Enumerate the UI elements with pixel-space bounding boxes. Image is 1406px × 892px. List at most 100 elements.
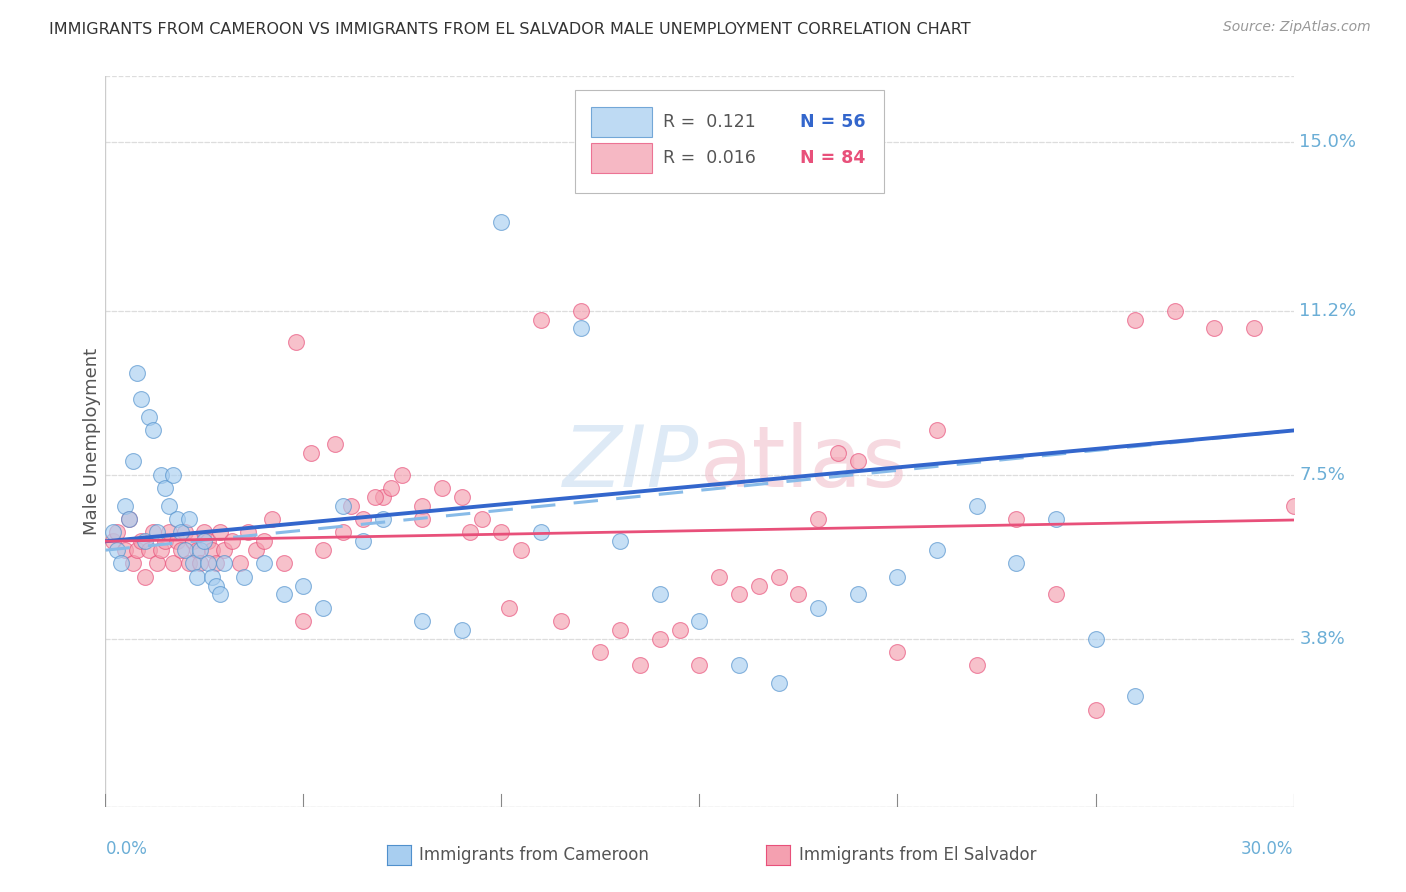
Immigrants from Cameroon [122, 454, 145, 468]
Immigrants from El Salvador [927, 424, 949, 438]
Immigrants from El Salvador [129, 534, 152, 549]
Immigrants from El Salvador [609, 623, 631, 637]
Immigrants from Cameroon [927, 543, 949, 558]
Immigrants from El Salvador [142, 525, 165, 540]
Text: Immigrants from Cameroon: Immigrants from Cameroon [419, 846, 648, 864]
Text: 30.0%: 30.0% [1241, 840, 1294, 858]
Immigrants from El Salvador [205, 557, 228, 571]
Immigrants from Cameroon [273, 587, 295, 601]
Immigrants from Cameroon [332, 499, 354, 513]
Immigrants from Cameroon [1045, 512, 1067, 526]
Immigrants from Cameroon [201, 570, 224, 584]
Immigrants from El Salvador [332, 525, 354, 540]
Immigrants from El Salvador [1084, 703, 1107, 717]
Immigrants from Cameroon [352, 534, 374, 549]
Immigrants from Cameroon [177, 512, 200, 526]
Immigrants from Cameroon [491, 215, 513, 229]
Immigrants from Cameroon [190, 543, 212, 558]
Immigrants from Cameroon [768, 676, 790, 690]
Immigrants from El Salvador [162, 557, 184, 571]
Immigrants from El Salvador [236, 525, 259, 540]
Immigrants from Cameroon [157, 499, 180, 513]
Immigrants from El Salvador [1123, 312, 1146, 326]
Immigrants from El Salvador [510, 543, 533, 558]
Immigrants from El Salvador [498, 600, 520, 615]
Immigrants from El Salvador [491, 525, 513, 540]
Immigrants from El Salvador [190, 557, 212, 571]
Immigrants from El Salvador [105, 525, 128, 540]
Text: N = 56: N = 56 [800, 113, 866, 131]
Immigrants from El Salvador [550, 614, 572, 628]
Text: 11.2%: 11.2% [1299, 301, 1357, 319]
Immigrants from El Salvador [149, 543, 172, 558]
Immigrants from El Salvador [103, 534, 125, 549]
Immigrants from Cameroon [193, 534, 215, 549]
Text: R =  0.016: R = 0.016 [662, 150, 755, 168]
Immigrants from Cameroon [886, 570, 908, 584]
Immigrants from Cameroon [253, 557, 276, 571]
Immigrants from El Salvador [166, 534, 188, 549]
Immigrants from Cameroon [846, 587, 869, 601]
Immigrants from El Salvador [748, 579, 770, 593]
Immigrants from El Salvador [221, 534, 243, 549]
Immigrants from El Salvador [181, 534, 204, 549]
Immigrants from El Salvador [846, 454, 869, 468]
Immigrants from El Salvador [1045, 587, 1067, 601]
Immigrants from El Salvador [668, 623, 690, 637]
Immigrants from Cameroon [1005, 557, 1028, 571]
Immigrants from El Salvador [114, 543, 136, 558]
Immigrants from El Salvador [966, 658, 988, 673]
FancyBboxPatch shape [575, 90, 883, 193]
Text: IMMIGRANTS FROM CAMEROON VS IMMIGRANTS FROM EL SALVADOR MALE UNEMPLOYMENT CORREL: IMMIGRANTS FROM CAMEROON VS IMMIGRANTS F… [49, 22, 970, 37]
Immigrants from Cameroon [807, 600, 830, 615]
Immigrants from El Salvador [170, 543, 193, 558]
Immigrants from El Salvador [186, 543, 208, 558]
Immigrants from El Salvador [458, 525, 481, 540]
Immigrants from El Salvador [1282, 499, 1305, 513]
Y-axis label: Male Unemployment: Male Unemployment [83, 348, 101, 535]
FancyBboxPatch shape [592, 107, 652, 136]
Text: 0.0%: 0.0% [105, 840, 148, 858]
Immigrants from El Salvador [209, 525, 232, 540]
Immigrants from El Salvador [628, 658, 651, 673]
Text: 15.0%: 15.0% [1299, 133, 1357, 152]
Immigrants from El Salvador [299, 445, 322, 459]
Immigrants from El Salvador [284, 334, 307, 349]
Immigrants from El Salvador [323, 436, 346, 450]
Immigrants from El Salvador [273, 557, 295, 571]
Immigrants from El Salvador [260, 512, 283, 526]
Immigrants from El Salvador [569, 303, 592, 318]
Text: atlas: atlas [700, 422, 907, 505]
Immigrants from Cameroon [728, 658, 751, 673]
Immigrants from El Salvador [1005, 512, 1028, 526]
Immigrants from El Salvador [292, 614, 315, 628]
Immigrants from El Salvador [807, 512, 830, 526]
Immigrants from Cameroon [569, 321, 592, 335]
Text: 3.8%: 3.8% [1299, 630, 1346, 648]
Immigrants from El Salvador [118, 512, 141, 526]
Immigrants from El Salvador [1164, 303, 1187, 318]
Immigrants from Cameroon [149, 467, 172, 482]
Immigrants from Cameroon [312, 600, 335, 615]
Immigrants from Cameroon [689, 614, 711, 628]
Immigrants from El Salvador [127, 543, 149, 558]
Immigrants from El Salvador [391, 467, 413, 482]
Immigrants from El Salvador [245, 543, 267, 558]
Immigrants from Cameroon [371, 512, 394, 526]
Immigrants from Cameroon [138, 410, 160, 425]
Immigrants from Cameroon [134, 534, 156, 549]
Text: R =  0.121: R = 0.121 [662, 113, 755, 131]
Immigrants from Cameroon [530, 525, 553, 540]
Immigrants from Cameroon [648, 587, 671, 601]
Immigrants from El Salvador [157, 525, 180, 540]
Immigrants from Cameroon [209, 587, 232, 601]
Immigrants from Cameroon [129, 392, 152, 407]
Immigrants from El Salvador [364, 490, 387, 504]
Immigrants from Cameroon [205, 579, 228, 593]
Immigrants from Cameroon [214, 557, 236, 571]
Immigrants from Cameroon [411, 614, 433, 628]
Immigrants from El Salvador [352, 512, 374, 526]
Immigrants from El Salvador [1204, 321, 1226, 335]
Immigrants from Cameroon [181, 557, 204, 571]
Immigrants from El Salvador [312, 543, 335, 558]
